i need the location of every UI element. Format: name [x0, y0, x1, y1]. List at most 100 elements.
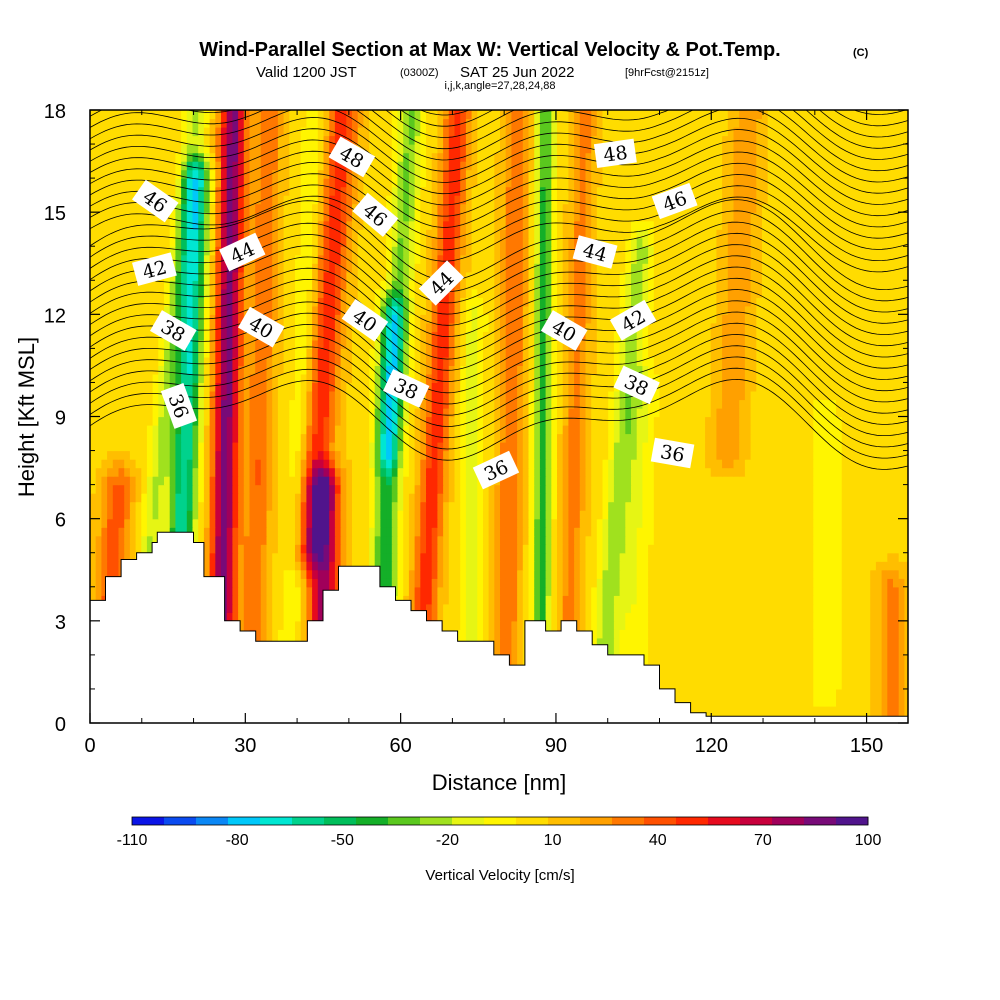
field-cell — [756, 671, 763, 681]
field-cell — [420, 510, 427, 520]
field-cell — [881, 697, 888, 707]
field-cell — [357, 450, 364, 460]
field-cell — [448, 544, 456, 554]
field-cell — [460, 501, 467, 511]
field-cell — [608, 433, 615, 443]
field-cell — [904, 688, 908, 698]
field-cell — [517, 442, 524, 452]
field-cell — [710, 442, 717, 452]
field-cell — [670, 535, 678, 545]
field-cell — [722, 527, 729, 537]
field-cell — [471, 425, 478, 435]
field-cell — [255, 425, 262, 435]
field-cell — [602, 527, 609, 537]
field-cell — [408, 476, 416, 486]
field-cell — [420, 501, 427, 511]
field-cell — [488, 629, 495, 639]
field-cell — [232, 612, 239, 622]
field-cell — [881, 501, 888, 511]
field-cell — [431, 612, 438, 622]
field-cell — [329, 476, 336, 486]
field-cell — [488, 450, 495, 460]
field-cell — [243, 493, 251, 503]
field-cell — [898, 654, 905, 664]
field-cell — [756, 552, 763, 562]
field-cell — [813, 603, 820, 613]
field-cell — [500, 425, 507, 435]
field-cell — [756, 501, 763, 511]
field-cell — [528, 595, 535, 605]
field-cell — [95, 552, 102, 562]
field-cell — [784, 612, 792, 622]
field-cell — [716, 688, 723, 698]
field-cell — [557, 518, 564, 528]
field-cell — [517, 578, 524, 588]
field-cell — [203, 569, 211, 579]
field-cell — [693, 688, 700, 698]
field-cell — [226, 586, 233, 596]
field-cell — [682, 646, 689, 656]
field-cell — [653, 603, 661, 613]
field-cell — [830, 484, 837, 494]
field-cell — [568, 442, 575, 452]
field-cell — [517, 629, 524, 639]
field-cell — [710, 578, 717, 588]
field-cell — [403, 467, 410, 477]
field-cell — [283, 569, 290, 579]
field-cell — [232, 493, 239, 503]
field-cell — [403, 569, 410, 579]
field-cell — [323, 510, 330, 520]
field-cell — [841, 654, 848, 664]
field-cell — [232, 578, 239, 588]
field-cell — [904, 493, 908, 503]
field-cell — [574, 586, 581, 596]
field-cell — [124, 552, 131, 562]
field-cell — [653, 535, 661, 545]
utc-label: (0300Z) — [400, 67, 439, 79]
field-cell — [613, 518, 621, 528]
field-cell — [819, 612, 826, 622]
field-cell — [352, 501, 359, 511]
field-cell — [790, 612, 797, 622]
field-cell — [636, 535, 643, 545]
field-cell — [591, 603, 598, 613]
field-cell — [238, 603, 245, 613]
field-cell — [539, 484, 547, 494]
field-cell — [887, 578, 894, 588]
field-cell — [277, 510, 285, 520]
field-cell — [636, 510, 643, 520]
field-cell — [836, 459, 843, 469]
field-cell — [448, 510, 456, 520]
field-cell — [722, 646, 729, 656]
field-cell — [670, 603, 678, 613]
field-cell — [881, 527, 888, 537]
field-cell — [682, 552, 689, 562]
field-cell — [249, 595, 256, 605]
field-cell — [693, 433, 700, 443]
field-cell — [613, 484, 621, 494]
field-cell — [164, 467, 171, 477]
field-cell — [243, 561, 251, 571]
field-cell — [369, 484, 376, 494]
field-cell — [790, 459, 797, 469]
field-cell — [374, 561, 381, 571]
field-cell — [175, 425, 182, 435]
field-cell — [722, 442, 729, 452]
field-cell — [898, 612, 905, 622]
field-cell — [266, 629, 273, 639]
field-cell — [562, 459, 569, 469]
field-cell — [181, 484, 188, 494]
field-cell — [682, 671, 689, 681]
field-cell — [756, 569, 763, 579]
field-cell — [830, 510, 837, 520]
field-cell — [574, 501, 581, 511]
field-cell — [847, 578, 854, 588]
field-cell — [801, 552, 809, 562]
field-cell — [864, 612, 871, 622]
field-cell — [790, 654, 797, 664]
field-cell — [744, 629, 752, 639]
field-cell — [733, 569, 740, 579]
field-cell — [904, 612, 908, 622]
field-cell — [631, 646, 638, 656]
field-cell — [334, 433, 342, 443]
